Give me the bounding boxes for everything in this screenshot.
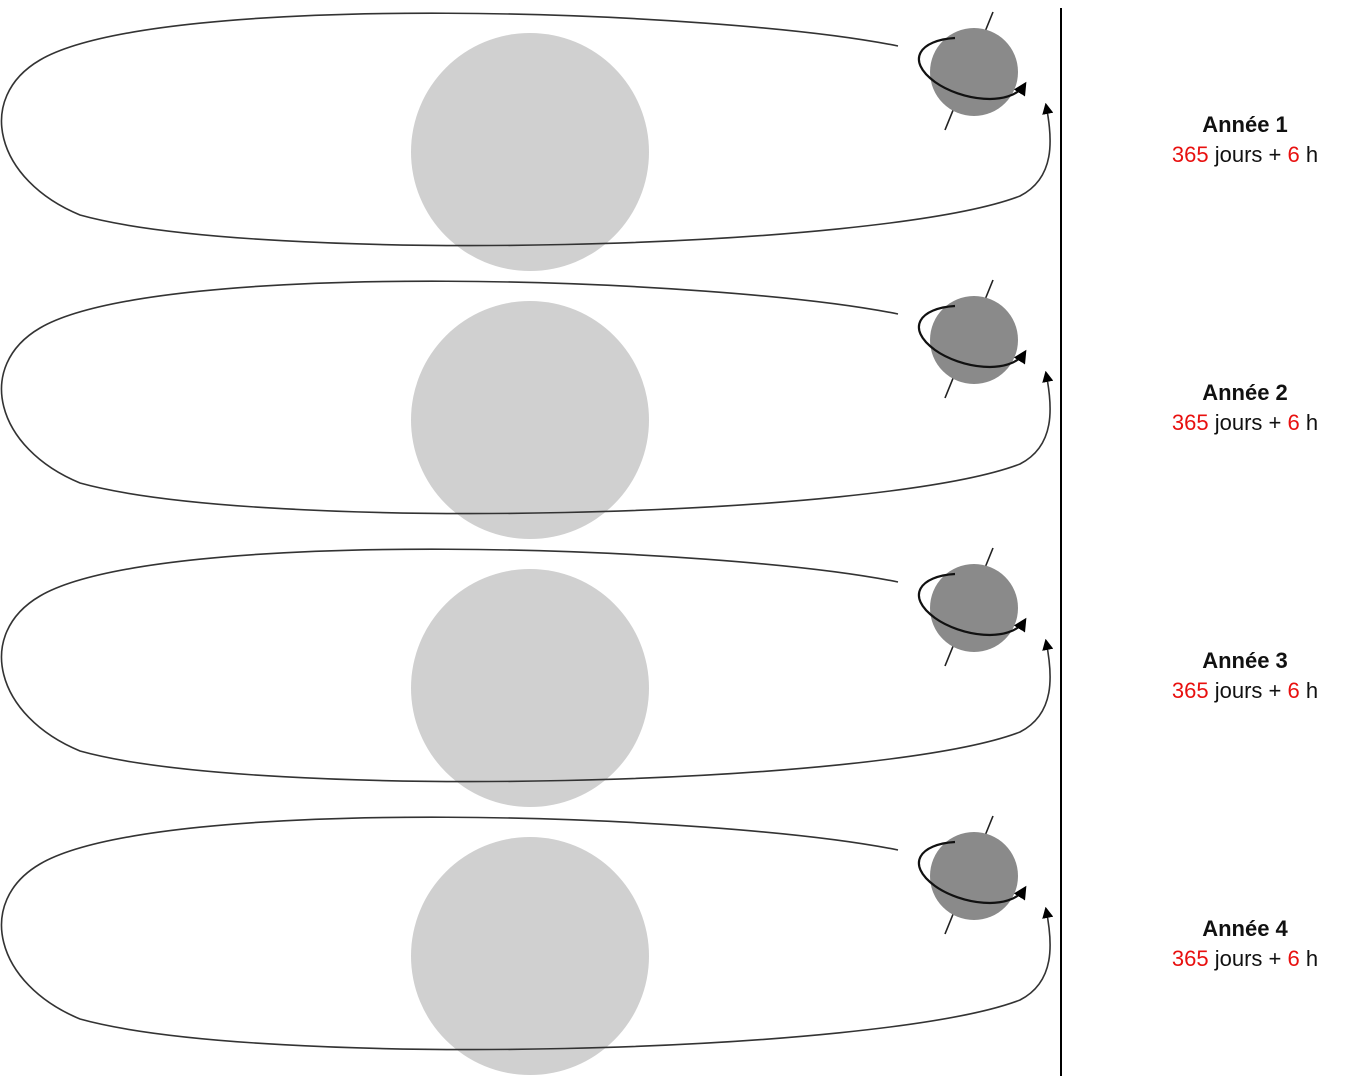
rotation-arrow <box>917 840 1027 905</box>
hours-unit: h <box>1299 410 1319 435</box>
sun-disc <box>411 837 649 1075</box>
orbit-path <box>0 280 1054 515</box>
earth-disc <box>930 28 1018 116</box>
hours-value: 6 <box>1287 946 1300 971</box>
hours-unit: h <box>1299 678 1319 703</box>
days-unit: jours + <box>1208 946 1288 971</box>
year-duration: 365 jours + 6 h <box>1140 676 1346 706</box>
year-duration: 365 jours + 6 h <box>1140 140 1346 170</box>
year-duration: 365 jours + 6 h <box>1140 408 1346 438</box>
orbit-row-3 <box>0 547 1054 807</box>
hours-value: 6 <box>1287 410 1300 435</box>
year-title: Année 4 <box>1202 916 1288 941</box>
hours-value: 6 <box>1287 142 1300 167</box>
orbit-row-2 <box>0 279 1054 539</box>
days-value: 365 <box>1171 946 1209 971</box>
days-unit: jours + <box>1208 142 1288 167</box>
orbit-path <box>0 548 1054 783</box>
days-unit: jours + <box>1208 678 1288 703</box>
earth-disc <box>930 832 1018 920</box>
hours-unit: h <box>1299 142 1319 167</box>
year-title: Année 1 <box>1202 112 1288 137</box>
orbit-row-4 <box>0 815 1054 1075</box>
rotation-arrow <box>917 36 1027 101</box>
sun-disc <box>411 33 649 271</box>
orbit-path <box>0 816 1054 1051</box>
sun-disc <box>411 301 649 539</box>
hours-value: 6 <box>1287 678 1300 703</box>
year-label-4: Année 4 365 jours + 6 h <box>1140 914 1346 974</box>
year-title: Année 2 <box>1202 380 1288 405</box>
days-value: 365 <box>1171 410 1209 435</box>
earth-disc <box>930 296 1018 384</box>
year-label-1: Année 1 365 jours + 6 h <box>1140 110 1346 170</box>
rotation-arrow <box>917 572 1027 637</box>
year-duration: 365 jours + 6 h <box>1140 944 1346 974</box>
days-value: 365 <box>1171 678 1209 703</box>
year-label-2: Année 2 365 jours + 6 h <box>1140 378 1346 438</box>
orbit-row-1 <box>0 11 1054 271</box>
earth-disc <box>930 564 1018 652</box>
orbit-path <box>0 12 1054 247</box>
rotation-arrow <box>917 304 1027 369</box>
year-title: Année 3 <box>1202 648 1288 673</box>
hours-unit: h <box>1299 946 1319 971</box>
sun-disc <box>411 569 649 807</box>
year-label-3: Année 3 365 jours + 6 h <box>1140 646 1346 706</box>
days-value: 365 <box>1171 142 1209 167</box>
days-unit: jours + <box>1208 410 1288 435</box>
